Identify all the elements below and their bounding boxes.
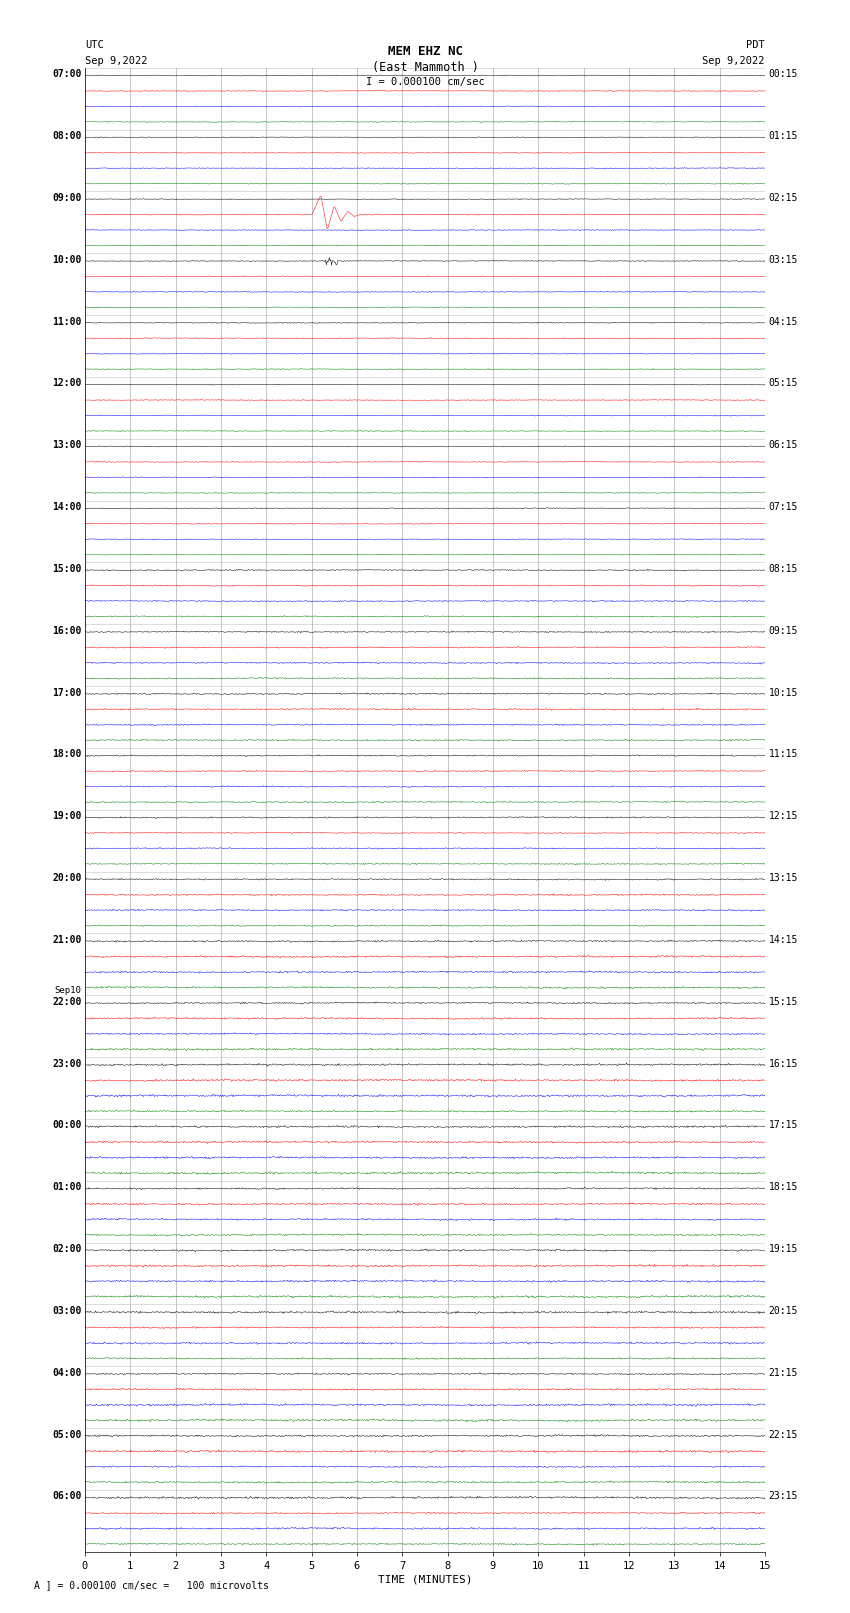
- Text: 21:15: 21:15: [768, 1368, 798, 1378]
- Text: 00:00: 00:00: [52, 1121, 82, 1131]
- Text: 01:15: 01:15: [768, 131, 798, 140]
- Text: 09:00: 09:00: [52, 194, 82, 203]
- Text: 09:15: 09:15: [768, 626, 798, 636]
- Text: Sep10: Sep10: [54, 986, 82, 995]
- Text: 16:15: 16:15: [768, 1058, 798, 1068]
- Text: 06:00: 06:00: [52, 1492, 82, 1502]
- Text: 04:00: 04:00: [52, 1368, 82, 1378]
- Text: 14:15: 14:15: [768, 936, 798, 945]
- Text: 14:00: 14:00: [52, 502, 82, 511]
- Text: I = 0.000100 cm/sec: I = 0.000100 cm/sec: [366, 77, 484, 87]
- Text: 13:15: 13:15: [768, 873, 798, 882]
- Text: 17:15: 17:15: [768, 1121, 798, 1131]
- Text: 11:15: 11:15: [768, 750, 798, 760]
- Text: 01:00: 01:00: [52, 1182, 82, 1192]
- Text: 08:15: 08:15: [768, 565, 798, 574]
- Text: 22:15: 22:15: [768, 1429, 798, 1439]
- Text: 18:00: 18:00: [52, 750, 82, 760]
- Text: 03:00: 03:00: [52, 1307, 82, 1316]
- Text: 13:00: 13:00: [52, 440, 82, 450]
- X-axis label: TIME (MINUTES): TIME (MINUTES): [377, 1574, 473, 1586]
- Text: 00:15: 00:15: [768, 69, 798, 79]
- Text: 11:00: 11:00: [52, 316, 82, 326]
- Text: 05:15: 05:15: [768, 379, 798, 389]
- Text: A ] = 0.000100 cm/sec =   100 microvolts: A ] = 0.000100 cm/sec = 100 microvolts: [34, 1581, 269, 1590]
- Text: 19:00: 19:00: [52, 811, 82, 821]
- Text: 20:00: 20:00: [52, 873, 82, 882]
- Text: 17:00: 17:00: [52, 687, 82, 697]
- Text: 19:15: 19:15: [768, 1244, 798, 1253]
- Text: 21:00: 21:00: [52, 936, 82, 945]
- Text: 16:00: 16:00: [52, 626, 82, 636]
- Text: UTC: UTC: [85, 40, 104, 50]
- Text: MEM EHZ NC: MEM EHZ NC: [388, 45, 462, 58]
- Text: PDT: PDT: [746, 40, 765, 50]
- Text: (East Mammoth ): (East Mammoth ): [371, 61, 479, 74]
- Text: Sep 9,2022: Sep 9,2022: [85, 56, 148, 66]
- Text: 12:00: 12:00: [52, 379, 82, 389]
- Text: 07:00: 07:00: [52, 69, 82, 79]
- Text: 10:15: 10:15: [768, 687, 798, 697]
- Text: 02:15: 02:15: [768, 194, 798, 203]
- Text: 02:00: 02:00: [52, 1244, 82, 1253]
- Text: 23:15: 23:15: [768, 1492, 798, 1502]
- Text: 05:00: 05:00: [52, 1429, 82, 1439]
- Text: 15:00: 15:00: [52, 565, 82, 574]
- Text: 08:00: 08:00: [52, 131, 82, 140]
- Text: 15:15: 15:15: [768, 997, 798, 1007]
- Text: 20:15: 20:15: [768, 1307, 798, 1316]
- Text: 04:15: 04:15: [768, 316, 798, 326]
- Text: 23:00: 23:00: [52, 1058, 82, 1068]
- Text: 22:00: 22:00: [52, 997, 82, 1007]
- Text: Sep 9,2022: Sep 9,2022: [702, 56, 765, 66]
- Text: 07:15: 07:15: [768, 502, 798, 511]
- Text: 03:15: 03:15: [768, 255, 798, 265]
- Text: 12:15: 12:15: [768, 811, 798, 821]
- Text: 18:15: 18:15: [768, 1182, 798, 1192]
- Text: 06:15: 06:15: [768, 440, 798, 450]
- Text: 10:00: 10:00: [52, 255, 82, 265]
